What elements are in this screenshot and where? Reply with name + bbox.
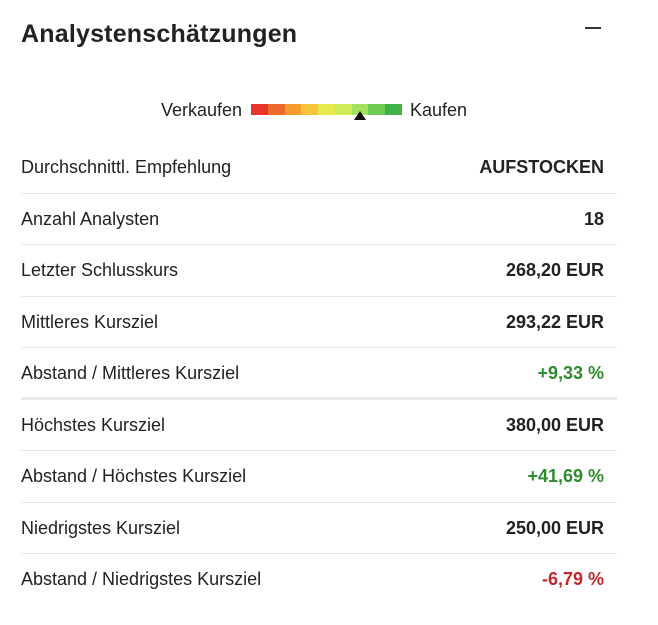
row-label: Letzter Schlusskurs [21,260,179,280]
row-label: Höchstes Kursziel [21,414,166,435]
row-label: Abstand / Mittleres Kursziel [21,363,240,383]
estimates-table: Durchschnittl. Empfehlung AUFSTOCKEN Anz… [21,142,617,606]
row-value: +41,69 % [527,466,604,486]
row-label: Abstand / Höchstes Kursziel [21,466,247,486]
row-value: +9,33 % [537,363,604,383]
panel-header: Analystenschätzungen [21,18,617,54]
row-label: Durchschnittl. Empfehlung [21,157,232,177]
meter-scale [251,104,403,115]
meter-sell-label: Verkaufen [160,100,242,120]
table-row: Höchstes Kursziel 380,00 EUR [21,400,617,451]
recommendation-meter: Verkaufen Kaufen [0,96,658,126]
table-row: Abstand / Niedrigstes Kursziel -6,79 % [21,554,617,606]
meter-buy-label: Kaufen [410,100,468,120]
table-row: Abstand / Mittleres Kursziel +9,33 % [21,348,617,400]
row-value: 380,00 EUR [505,414,604,435]
meter-segment [351,104,369,115]
table-row: Niedrigstes Kursziel 250,00 EUR [21,503,617,554]
row-value: AUFSTOCKEN [479,157,604,177]
row-value: 250,00 EUR [505,517,604,538]
table-row: Mittleres Kursziel 293,22 EUR [21,297,617,348]
meter-segment [334,104,353,115]
meter-segment [267,104,286,115]
meter-segment [318,104,336,115]
row-label: Mittleres Kursziel [21,311,159,332]
minus-icon-bar [585,27,601,29]
table-row: Letzter Schlusskurs 268,20 EUR [21,245,617,297]
panel-title: Analystenschätzungen [21,20,298,48]
meter-segment [251,104,269,115]
meter-segment [368,104,386,115]
table-row: Abstand / Höchstes Kursziel +41,69 % [21,451,617,503]
row-label: Anzahl Analysten [21,208,160,229]
minus-icon[interactable] [583,18,605,40]
row-value: 18 [583,208,604,229]
row-value: 268,20 EUR [505,260,604,280]
table-row: Durchschnittl. Empfehlung AUFSTOCKEN [21,142,617,194]
meter-segment [385,104,403,115]
row-value: 293,22 EUR [505,311,604,332]
row-value: -6,79 % [541,569,604,589]
meter-segment [284,104,302,115]
meter-segment [301,104,319,115]
table-row: Anzahl Analysten 18 [21,194,617,245]
meter-pointer-icon [353,111,366,120]
row-label: Niedrigstes Kursziel [21,517,181,538]
row-label: Abstand / Niedrigstes Kursziel [21,569,262,589]
